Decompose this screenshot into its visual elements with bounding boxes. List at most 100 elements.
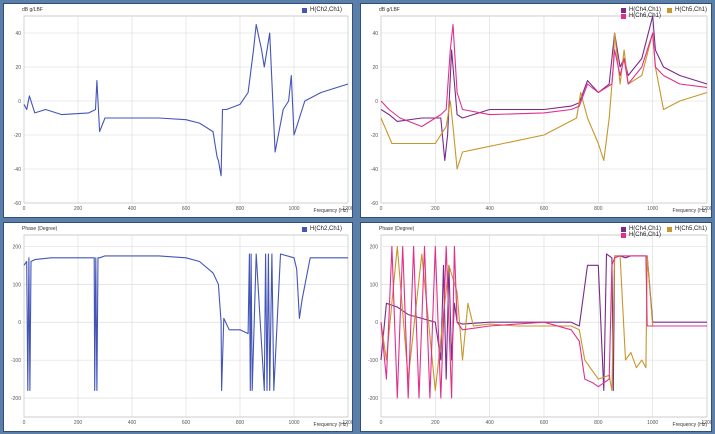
x-tick-label: 800 [594, 420, 603, 426]
x-tick-label: 200 [431, 206, 440, 212]
legend-item: H(Ch2,Ch1) [301, 226, 342, 232]
legend-label: H(Ch5,Ch1) [674, 7, 707, 13]
x-tick-label: 600 [182, 420, 191, 426]
legend-item: H(Ch6,Ch1) [620, 13, 661, 19]
y-tick-label: 20 [15, 65, 21, 71]
y-tick-label: -20 [14, 133, 21, 139]
x-tick-label: 1000 [647, 206, 658, 212]
x-tick-label: 1200 [342, 420, 352, 426]
x-tick-label: 600 [182, 206, 191, 212]
magnitude-plot-left[interactable]: 02004006008001000120040200-20-40-60 dB g… [3, 3, 353, 218]
legend-label: H(Ch4,Ch1) [628, 226, 661, 232]
x-tick-label: 1200 [701, 206, 711, 212]
legend: H(Ch2,Ch1) [301, 7, 348, 13]
series-line [380, 23, 708, 128]
legend-swatch-icon [620, 7, 626, 13]
series-line [380, 32, 708, 170]
x-tick-label: 0 [23, 420, 26, 426]
x-tick-label: 0 [380, 206, 383, 212]
x-tick-label: 1000 [288, 420, 299, 426]
y-tick-label: 0 [375, 99, 378, 105]
x-tick-label: 1000 [647, 420, 658, 426]
legend-swatch-icon [301, 7, 307, 13]
y-tick-label: -60 [371, 201, 378, 207]
x-tick-label: 1000 [288, 206, 299, 212]
y-tick-label: 0 [18, 320, 21, 326]
magnitude-plot-left-svg: 02004006008001000120040200-20-40-60 [14, 15, 352, 212]
phase-plot-right[interactable]: 0200400600800100012002001000-100-200 Pha… [360, 222, 712, 432]
x-tick-label: 800 [236, 206, 245, 212]
legend-item: H(Ch4,Ch1) [620, 226, 661, 232]
series-line [23, 253, 348, 392]
x-tick-label: 0 [380, 420, 383, 426]
y-tick-label: -100 [11, 358, 21, 364]
x-tick-label: 0 [23, 206, 26, 212]
legend-swatch-icon [666, 7, 672, 13]
y-tick-label: 100 [13, 282, 22, 288]
y-axis-label: Phase (Degree) [22, 226, 58, 232]
legend-item: H(Ch4,Ch1) [620, 7, 661, 13]
y-tick-label: -200 [368, 396, 378, 402]
legend-item: H(Ch6,Ch1) [620, 232, 661, 238]
legend-label: H(Ch2,Ch1) [309, 226, 342, 232]
y-tick-label: 20 [372, 65, 378, 71]
y-tick-label: -40 [371, 167, 378, 173]
legend: H(Ch2,Ch1) [301, 226, 348, 232]
y-tick-label: 0 [18, 99, 21, 105]
x-axis-label: Frequency (Hz) [313, 208, 348, 214]
legend-label: H(Ch2,Ch1) [309, 7, 342, 13]
y-tick-label: -40 [14, 167, 21, 173]
legend-item: H(Ch5,Ch1) [666, 226, 707, 232]
x-tick-label: 1200 [701, 420, 711, 426]
y-tick-label: -100 [368, 358, 378, 364]
legend-label: H(Ch4,Ch1) [628, 7, 661, 13]
y-tick-label: 200 [370, 244, 379, 250]
phase-plot-left-svg: 0200400600800100012002001000-100-200 [11, 234, 352, 426]
y-tick-label: 0 [375, 320, 378, 326]
magnitude-plot-right[interactable]: 02004006008001000120040200-20-40-60 dB g… [360, 3, 712, 218]
x-tick-label: 1200 [342, 206, 352, 212]
x-tick-label: 800 [236, 420, 245, 426]
legend-item: H(Ch5,Ch1) [666, 7, 707, 13]
y-tick-label: 200 [13, 244, 22, 250]
legend-label: H(Ch6,Ch1) [628, 232, 661, 238]
y-tick-label: -60 [14, 201, 21, 207]
phase-plot-right-svg: 0200400600800100012002001000-100-200 [368, 234, 711, 426]
series-line [380, 253, 707, 392]
x-tick-label: 200 [74, 420, 83, 426]
x-tick-label: 800 [594, 206, 603, 212]
legend: H(Ch4,Ch1) H(Ch5,Ch1) H(Ch6,Ch1) [620, 226, 707, 238]
legend: H(Ch4,Ch1) H(Ch5,Ch1) H(Ch6,Ch1) [620, 7, 707, 19]
series-line [380, 245, 707, 399]
y-tick-label: 40 [15, 31, 21, 37]
legend-swatch-icon [301, 226, 307, 232]
x-tick-label: 200 [431, 420, 440, 426]
x-tick-label: 200 [74, 206, 83, 212]
x-axis-label: Frequency (Hz) [672, 208, 707, 214]
x-tick-label: 400 [485, 206, 494, 212]
y-tick-label: -20 [371, 133, 378, 139]
y-axis-label: Phase (Degree) [379, 226, 415, 232]
x-axis-label: Frequency (Hz) [313, 422, 348, 428]
series-line [380, 245, 707, 392]
x-tick-label: 400 [485, 420, 494, 426]
legend-label: H(Ch5,Ch1) [674, 226, 707, 232]
phase-plot-left[interactable]: 0200400600800100012002001000-100-200 Pha… [3, 222, 353, 432]
y-tick-label: -200 [11, 396, 21, 402]
legend-swatch-icon [666, 226, 672, 232]
x-tick-label: 600 [540, 420, 549, 426]
x-axis-label: Frequency (Hz) [672, 422, 707, 428]
x-tick-label: 400 [128, 420, 137, 426]
y-axis-label: dB g/LBF [22, 7, 43, 13]
legend-item: H(Ch2,Ch1) [301, 7, 342, 13]
legend-swatch-icon [620, 226, 626, 232]
x-tick-label: 600 [540, 206, 549, 212]
legend-swatch-icon [620, 13, 626, 19]
series-line [23, 23, 349, 177]
y-axis-label: dB g/LBF [379, 7, 400, 13]
legend-label: H(Ch6,Ch1) [628, 13, 661, 19]
x-tick-label: 400 [128, 206, 137, 212]
y-tick-label: 100 [370, 282, 379, 288]
magnitude-plot-right-svg: 02004006008001000120040200-20-40-60 [371, 15, 711, 212]
y-tick-label: 40 [372, 31, 378, 37]
